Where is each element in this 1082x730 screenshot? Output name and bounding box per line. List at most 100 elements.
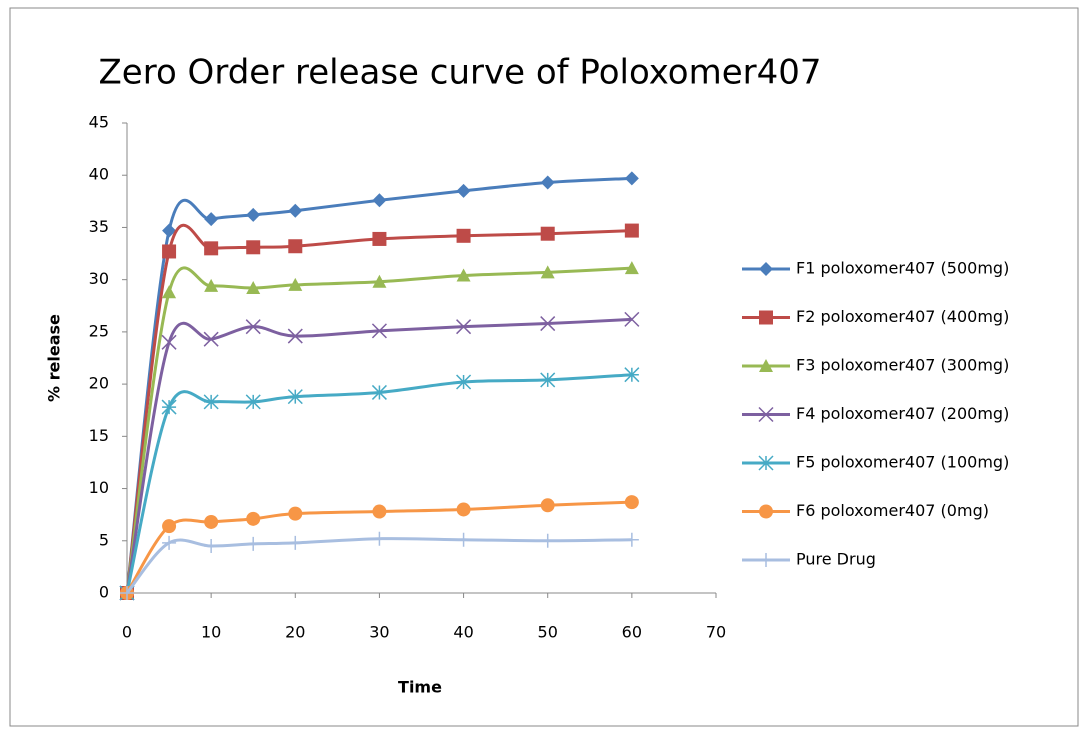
data-point [371,384,387,400]
data-point [288,203,303,218]
y-tick-label: 15 [89,426,109,445]
data-point [162,244,177,259]
legend-marker [759,359,773,372]
data-point [161,334,177,350]
legend-label: F6 poloxomer407 (0mg) [796,501,989,520]
data-point [287,389,303,405]
data-point [203,331,219,347]
data-point [288,506,303,521]
data-point [245,394,261,410]
data-point [162,285,177,299]
data-point [246,207,261,222]
y-tick-label: 20 [89,374,109,393]
data-point [624,223,639,238]
data-point [372,504,387,519]
data-point [540,175,555,190]
legend-label: F4 poloxomer407 (200mg) [796,404,1009,423]
data-point [287,328,303,344]
data-point [162,223,177,238]
y-tick-label: 35 [89,217,109,236]
chart-title: Zero Order release curve of Poloxomer407 [99,53,822,93]
x-tick-label: 70 [706,623,726,642]
y-tick-label: 30 [89,269,109,288]
data-point [246,281,261,295]
data-point [372,531,387,546]
data-point [372,231,387,246]
legend-label: F3 poloxomer407 (300mg) [796,356,1009,375]
data-point [246,240,261,255]
data-point [456,374,472,390]
series-line [125,500,632,594]
data-point [456,183,471,198]
data-point [540,265,555,279]
legend-marker [758,406,774,423]
series-line [125,537,632,594]
data-point [371,323,387,339]
series-line [125,176,632,594]
legend-label: Pure Drug [796,550,876,569]
data-point [161,399,177,415]
data-point [204,539,219,553]
data-point [288,239,303,254]
legend-marker [759,262,773,276]
data-point [540,226,555,241]
data-point [204,514,219,529]
data-point [372,193,387,208]
data-point [624,261,639,275]
legend-label: F2 poloxomer407 (400mg) [796,307,1009,326]
data-point [456,532,471,547]
data-point [456,268,471,282]
x-tick-label: 30 [369,623,389,642]
data-point [288,277,303,291]
legend-marker [759,504,773,519]
x-tick-label: 10 [201,623,221,642]
data-point [624,532,639,547]
data-point [120,586,134,600]
data-point [624,311,640,327]
data-point [372,274,387,288]
data-point [456,502,471,517]
x-tick-label: 60 [622,623,642,642]
x-tick-label: 50 [538,623,558,642]
legend-label: F1 poloxomer407 (500mg) [796,259,1009,278]
data-point [624,171,639,186]
data-point [203,394,219,410]
y-axis-label: % release [45,314,64,402]
data-point [540,372,556,388]
data-point [246,511,261,526]
data-point [245,319,261,335]
data-point [246,536,261,551]
data-point [162,535,177,550]
data-point [540,533,555,548]
data-point [204,278,219,292]
x-tick-label: 40 [453,623,473,642]
x-axis-label: Time [398,678,442,697]
y-tick-label: 40 [89,165,109,184]
series-line [125,266,632,594]
data-point [540,498,555,513]
data-point [456,319,472,335]
legend-marker [759,310,773,325]
data-point [456,228,471,243]
y-tick-label: 45 [89,113,109,132]
data-point [162,519,177,534]
legend-label: F5 poloxomer407 (100mg) [796,453,1009,472]
y-tick-label: 10 [89,478,109,497]
chart-frame [9,7,1079,727]
series-line [125,223,632,594]
legend-marker [758,455,774,471]
data-point [624,495,639,510]
series-line [125,317,632,594]
data-point [204,212,219,227]
y-tick-label: 25 [89,321,109,340]
legend-marker [759,553,773,567]
data-point [288,535,303,550]
y-tick-label: 0 [99,583,109,602]
data-point [540,316,556,332]
data-point [204,241,219,256]
data-point [624,367,640,383]
x-tick-label: 20 [285,623,305,642]
x-tick-label: 0 [122,623,132,642]
y-tick-label: 5 [99,530,109,549]
